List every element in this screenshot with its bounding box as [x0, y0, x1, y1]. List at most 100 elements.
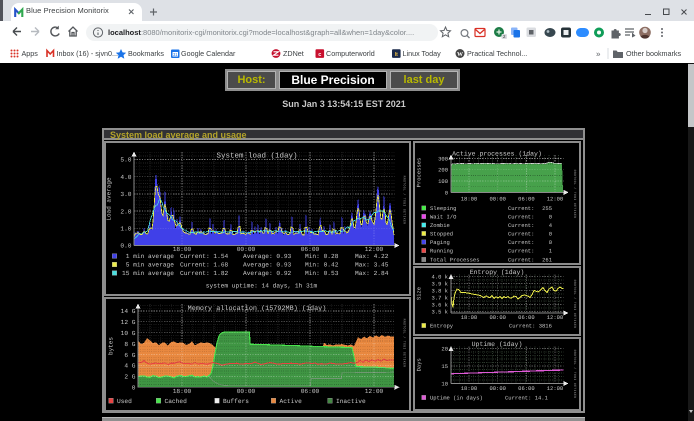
svg-text:12:00: 12:00: [365, 246, 384, 253]
svg-text:00:00: 00:00: [237, 246, 256, 253]
svg-text:Min: 0.53: Min: 0.53: [305, 270, 339, 277]
svg-text:12:00: 12:00: [547, 385, 564, 392]
svg-text:RRDTOOL / TOBI OETIKER: RRDTOOL / TOBI OETIKER: [403, 176, 407, 225]
svg-text:Paging: Paging: [430, 239, 450, 246]
svg-text:4.0 k: 4.0 k: [431, 274, 448, 281]
svg-text:Current: 3816: Current: 3816: [509, 323, 552, 330]
svg-text:Current:: Current:: [508, 231, 534, 238]
svg-text:lt: lt: [395, 52, 398, 58]
svg-text:06:00: 06:00: [301, 246, 320, 253]
svg-text:18:00: 18:00: [173, 388, 192, 395]
svg-text:Stopped: Stopped: [430, 231, 453, 238]
svg-text:0: 0: [549, 231, 552, 238]
svg-text:00:00: 00:00: [489, 195, 506, 202]
svg-text:RRDTOOL / TOBI OETIKER: RRDTOOL / TOBI OETIKER: [573, 170, 577, 219]
svg-text:Active: Active: [280, 398, 303, 405]
svg-text:3.7 k: 3.7 k: [431, 295, 448, 302]
svg-text:Inactive: Inactive: [336, 398, 366, 405]
svg-text:18:00: 18:00: [461, 314, 478, 321]
svg-text:06:00: 06:00: [518, 314, 535, 321]
svg-text:Zombie: Zombie: [430, 222, 450, 229]
svg-text:2.0: 2.0: [120, 208, 131, 215]
svg-text:Cached: Cached: [165, 398, 188, 405]
svg-text:10 G: 10 G: [121, 330, 136, 337]
svg-text:Average: 0.93: Average: 0.93: [243, 262, 292, 269]
svg-text:Load average: Load average: [106, 177, 113, 221]
svg-text:10: 10: [441, 381, 448, 388]
svg-text:2 G: 2 G: [124, 374, 135, 381]
svg-text:3.6 k: 3.6 k: [431, 302, 448, 309]
svg-text:18:00: 18:00: [461, 385, 478, 392]
svg-text:c: c: [318, 52, 321, 58]
svg-text:Current:: Current:: [508, 239, 534, 246]
svg-text:system uptime: 14 days, 1h 31m: system uptime: 14 days, 1h 31m: [206, 283, 318, 290]
svg-text:RRDTOOL / TOBI OETIKER: RRDTOOL / TOBI OETIKER: [573, 280, 577, 329]
svg-text:Uptime (1day): Uptime (1day): [472, 341, 523, 348]
svg-text:12:00: 12:00: [547, 195, 564, 202]
svg-text:1: 1: [549, 248, 553, 255]
svg-text:15: 15: [441, 363, 448, 370]
svg-text:31: 31: [173, 52, 178, 57]
svg-text:Wait I/O: Wait I/O: [430, 214, 457, 221]
svg-text:RRDTOOL / TOBI OETIKER: RRDTOOL / TOBI OETIKER: [403, 319, 407, 368]
svg-text:12:00: 12:00: [547, 314, 564, 321]
svg-text:Entropy: Entropy: [430, 323, 454, 330]
svg-text:18:00: 18:00: [461, 195, 478, 202]
svg-text:Current:: Current:: [508, 205, 534, 212]
svg-text:3.0: 3.0: [120, 191, 131, 198]
svg-text:Max: 2.84: Max: 2.84: [355, 270, 389, 277]
svg-text:Current: 1.68: Current: 1.68: [180, 262, 229, 269]
svg-text:00:00: 00:00: [489, 314, 506, 321]
svg-text:Max: 4.22: Max: 4.22: [355, 253, 389, 260]
svg-text:06:00: 06:00: [518, 195, 535, 202]
svg-text:Days: Days: [416, 358, 423, 371]
svg-text:300: 300: [438, 155, 448, 162]
svg-text:8 G: 8 G: [124, 341, 135, 348]
svg-text:4 G: 4 G: [124, 363, 135, 370]
svg-text:»: »: [596, 50, 601, 59]
svg-text:Current:: Current:: [508, 248, 534, 255]
svg-text:Min: 0.28: Min: 0.28: [305, 253, 339, 260]
svg-text:Entropy (1day): Entropy (1day): [470, 269, 525, 276]
svg-text:5 min average: 5 min average: [122, 262, 174, 269]
svg-text:0: 0: [549, 239, 552, 246]
svg-text:0: 0: [445, 189, 448, 196]
svg-text:15 min average: 15 min average: [122, 270, 174, 277]
svg-text:Buffers: Buffers: [223, 398, 249, 405]
svg-text:5.0: 5.0: [120, 157, 131, 164]
svg-text:RRDTOOL / TOBI OETIKER: RRDTOOL / TOBI OETIKER: [573, 350, 577, 399]
svg-text:14 G: 14 G: [121, 308, 136, 315]
svg-text:Current:: Current:: [508, 222, 534, 229]
svg-text:Min: 0.42: Min: 0.42: [305, 262, 339, 269]
svg-text:12:00: 12:00: [365, 388, 384, 395]
svg-text:20: 20: [441, 346, 448, 353]
svg-text:2: 2: [503, 34, 506, 39]
svg-text:Average: 0.93: Average: 0.93: [243, 253, 292, 260]
svg-text:3.8 k: 3.8 k: [431, 288, 448, 295]
svg-text:Total Processes: Total Processes: [430, 257, 480, 264]
svg-text:4.0: 4.0: [120, 174, 131, 181]
svg-text:00:00: 00:00: [489, 385, 506, 392]
svg-text:Current: 1.54: Current: 1.54: [180, 253, 229, 260]
svg-text:Current:: Current:: [508, 257, 534, 264]
svg-text:100: 100: [438, 178, 448, 185]
svg-text:Uptime (in days): Uptime (in days): [430, 395, 483, 402]
svg-text:Memory allocation (15792MB) (: Memory allocation (15792MB) (1day): [188, 305, 327, 313]
svg-text:0: 0: [549, 214, 552, 221]
svg-text:bytes: bytes: [108, 337, 115, 355]
svg-text:3.9 k: 3.9 k: [431, 281, 448, 288]
svg-text:0: 0: [132, 385, 136, 392]
svg-text:200: 200: [438, 167, 448, 174]
svg-text:06:00: 06:00: [518, 385, 535, 392]
svg-text:Current:: Current:: [508, 214, 534, 221]
svg-text:18:00: 18:00: [173, 246, 192, 253]
svg-text:0.0: 0.0: [120, 243, 131, 250]
svg-text:Running: Running: [430, 248, 453, 255]
svg-text:1 min average: 1 min average: [122, 253, 174, 260]
svg-text:Max: 3.45: Max: 3.45: [355, 262, 389, 269]
svg-text:255: 255: [542, 205, 552, 212]
svg-text:Size: Size: [416, 287, 423, 300]
svg-text:Current: 14.1: Current: 14.1: [505, 395, 549, 402]
svg-text:Current: 1.82: Current: 1.82: [180, 270, 229, 277]
svg-text:W: W: [457, 52, 463, 58]
